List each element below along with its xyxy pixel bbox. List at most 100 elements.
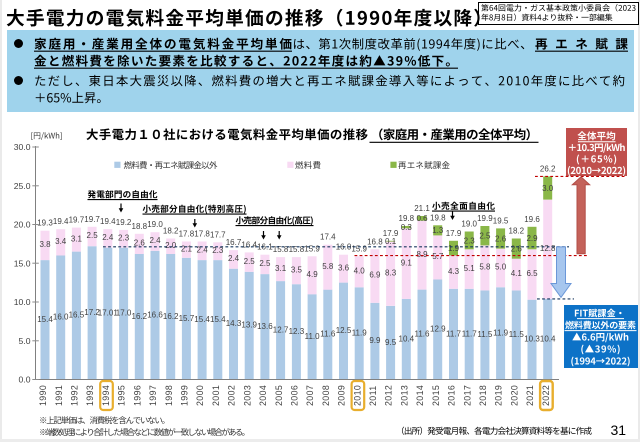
svg-text:2.4: 2.4 [197, 246, 209, 255]
svg-text:11.6: 11.6 [320, 330, 336, 339]
svg-text:2.4: 2.4 [149, 236, 161, 245]
svg-text:2.5: 2.5 [87, 231, 99, 240]
svg-text:5.8: 5.8 [322, 262, 334, 271]
svg-text:16.0: 16.0 [53, 313, 69, 322]
svg-text:21.1: 21.1 [414, 204, 430, 213]
svg-text:26.2: 26.2 [540, 164, 556, 173]
svg-text:2006: 2006 [290, 385, 300, 406]
svg-text:2.3: 2.3 [118, 234, 130, 243]
svg-text:1993: 1993 [85, 385, 95, 406]
svg-text:12.8: 12.8 [540, 244, 556, 253]
svg-text:2018: 2018 [478, 385, 488, 406]
svg-text:30.0: 30.0 [14, 142, 31, 152]
svg-text:15.9: 15.9 [304, 244, 320, 253]
svg-text:2.5: 2.5 [479, 232, 491, 241]
svg-text:19.0: 19.0 [461, 220, 477, 229]
svg-text:5.1: 5.1 [464, 264, 476, 273]
svg-text:2020: 2020 [509, 385, 519, 406]
svg-text:11.9: 11.9 [352, 329, 368, 338]
svg-text:12.3: 12.3 [289, 327, 305, 336]
svg-text:2.6: 2.6 [511, 244, 523, 253]
svg-text:2.9: 2.9 [526, 234, 538, 243]
svg-text:2010: 2010 [352, 385, 362, 406]
svg-text:9.9: 9.9 [369, 336, 381, 345]
svg-text:2.1: 2.1 [181, 244, 193, 253]
svg-text:16.7: 16.7 [226, 238, 242, 247]
svg-text:8.9: 8.9 [416, 250, 428, 259]
svg-text:19.2: 19.2 [116, 218, 132, 227]
svg-text:2.0: 2.0 [165, 241, 177, 250]
svg-text:16.4: 16.4 [241, 240, 257, 249]
svg-text:4.9: 4.9 [307, 270, 319, 279]
svg-text:1991: 1991 [54, 385, 64, 406]
svg-text:13.9: 13.9 [241, 321, 257, 330]
svg-text:16.2: 16.2 [132, 312, 148, 321]
svg-text:19.7: 19.7 [84, 215, 100, 224]
svg-text:15.0: 15.0 [14, 258, 31, 268]
svg-text:2011: 2011 [368, 385, 378, 406]
svg-text:10.4: 10.4 [399, 334, 415, 343]
svg-text:2008: 2008 [321, 385, 331, 406]
svg-text:0.1: 0.1 [385, 237, 397, 246]
svg-text:3.8: 3.8 [39, 240, 51, 249]
svg-text:2014: 2014 [415, 385, 425, 406]
svg-text:2.4: 2.4 [228, 254, 240, 263]
svg-text:15.8: 15.8 [273, 245, 289, 254]
svg-text:12.5: 12.5 [336, 326, 352, 335]
svg-text:2009: 2009 [337, 385, 347, 406]
svg-text:2003: 2003 [242, 385, 252, 406]
svg-text:15.7: 15.7 [179, 314, 195, 323]
svg-text:2001: 2001 [211, 385, 221, 406]
svg-text:4.1: 4.1 [511, 269, 523, 278]
svg-text:1.9: 1.9 [448, 244, 460, 253]
svg-text:11.5: 11.5 [509, 330, 525, 339]
svg-text:2013: 2013 [399, 385, 409, 406]
svg-text:6.5: 6.5 [526, 269, 538, 278]
svg-text:1990: 1990 [38, 385, 48, 406]
svg-text:11.6: 11.6 [415, 330, 431, 339]
svg-text:19.4: 19.4 [100, 217, 116, 226]
svg-text:17.7: 17.7 [210, 230, 226, 239]
svg-text:4.3: 4.3 [448, 267, 460, 276]
svg-text:3.4: 3.4 [55, 237, 67, 246]
svg-text:18.2: 18.2 [163, 227, 179, 236]
svg-text:19.3: 19.3 [37, 219, 53, 228]
svg-text:1995: 1995 [117, 385, 127, 406]
svg-text:16.5: 16.5 [69, 311, 85, 320]
svg-text:3.0: 3.0 [542, 184, 554, 193]
svg-text:8.3: 8.3 [385, 268, 397, 277]
svg-text:14.3: 14.3 [226, 319, 242, 328]
svg-text:11.0: 11.0 [305, 332, 321, 341]
svg-text:19.7: 19.7 [69, 216, 85, 225]
svg-text:1994: 1994 [101, 385, 111, 406]
svg-text:9.5: 9.5 [385, 338, 397, 347]
svg-text:2019: 2019 [494, 385, 504, 406]
svg-text:17.4: 17.4 [320, 233, 336, 242]
svg-text:2005: 2005 [274, 385, 284, 406]
svg-text:5.8: 5.8 [479, 263, 491, 272]
svg-text:2.6: 2.6 [134, 239, 146, 248]
svg-text:9.1: 9.1 [401, 258, 413, 267]
svg-text:12.9: 12.9 [430, 325, 446, 334]
svg-text:2.5: 2.5 [244, 257, 256, 266]
svg-text:2000: 2000 [195, 385, 205, 406]
svg-text:2.3: 2.3 [464, 236, 476, 245]
svg-text:2.3: 2.3 [212, 246, 224, 255]
svg-text:17.9: 17.9 [383, 229, 399, 238]
svg-text:13.6: 13.6 [257, 322, 273, 331]
svg-text:11.7: 11.7 [462, 329, 478, 338]
svg-text:0.6: 0.6 [416, 214, 428, 223]
svg-text:10.3: 10.3 [524, 335, 540, 344]
svg-text:3.5: 3.5 [291, 265, 303, 274]
svg-text:19.8: 19.8 [399, 214, 415, 223]
svg-text:1999: 1999 [180, 385, 190, 406]
svg-text:2022: 2022 [541, 385, 551, 406]
svg-text:1998: 1998 [164, 385, 174, 406]
svg-text:15.9: 15.9 [351, 244, 367, 253]
svg-text:2016: 2016 [447, 385, 457, 406]
svg-text:2004: 2004 [258, 385, 268, 406]
svg-text:1.3: 1.3 [432, 226, 444, 235]
svg-text:17.01: 17.01 [98, 309, 119, 318]
svg-text:1996: 1996 [132, 385, 142, 406]
svg-text:2007: 2007 [305, 385, 315, 406]
